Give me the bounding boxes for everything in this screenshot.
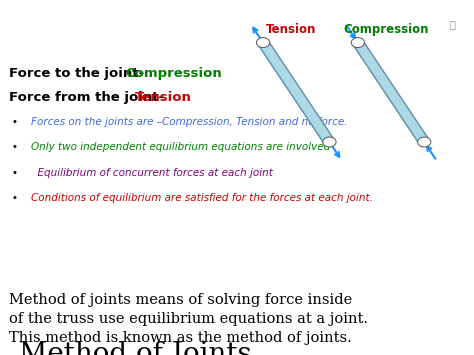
- Text: 🔈: 🔈: [450, 20, 456, 29]
- Text: Only two independent equilibrium equations are involved: Only two independent equilibrium equatio…: [31, 142, 330, 152]
- Polygon shape: [353, 41, 429, 144]
- Text: Tension: Tension: [266, 23, 317, 36]
- Circle shape: [256, 38, 270, 48]
- Text: Method of Joints: Method of Joints: [19, 341, 252, 355]
- Text: •: •: [12, 142, 18, 152]
- Circle shape: [323, 137, 336, 147]
- Text: Forces on the joints are –Compression, Tension and no force.: Forces on the joints are –Compression, T…: [31, 117, 347, 127]
- Text: •: •: [12, 168, 18, 178]
- Text: Force to the joint-: Force to the joint-: [9, 67, 149, 81]
- Text: Equilibrium of concurrent forces at each joint: Equilibrium of concurrent forces at each…: [31, 168, 273, 178]
- Text: Compression: Compression: [344, 23, 429, 36]
- Circle shape: [418, 137, 431, 147]
- Text: Compression: Compression: [126, 67, 222, 81]
- Polygon shape: [258, 41, 335, 144]
- Text: Conditions of equilibrium are satisfied for the forces at each joint.: Conditions of equilibrium are satisfied …: [31, 193, 373, 203]
- Text: Method of joints means of solving force inside
of the truss use equilibrium equa: Method of joints means of solving force …: [9, 293, 368, 345]
- Text: •: •: [12, 117, 18, 127]
- Text: •: •: [12, 193, 18, 203]
- Circle shape: [351, 38, 365, 48]
- Text: Force from the joint-: Force from the joint-: [9, 91, 169, 104]
- Text: Tension: Tension: [135, 91, 192, 104]
